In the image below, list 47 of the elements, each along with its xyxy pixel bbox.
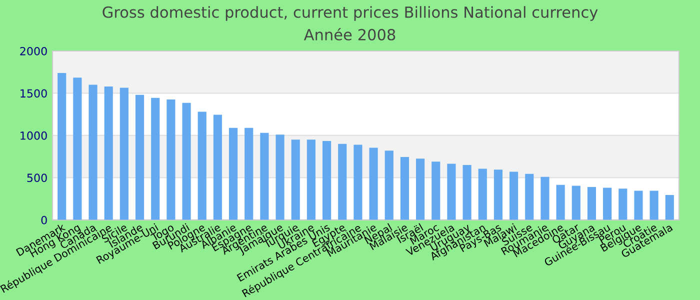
bar: [244, 128, 254, 220]
bar: [354, 144, 362, 220]
bar: [369, 148, 378, 220]
bar: [618, 188, 628, 220]
bar: [494, 170, 503, 220]
bar: [540, 176, 550, 220]
bar: [447, 164, 456, 220]
y-tick-label: 1500: [20, 89, 47, 98]
bar: [276, 134, 284, 220]
bar: [291, 140, 300, 220]
bar: [213, 114, 222, 220]
bar: [104, 86, 113, 220]
bar: [88, 84, 98, 220]
bar: [384, 150, 394, 220]
y-tick-label: 2000: [20, 46, 47, 56]
chart-subtitle: Année 2008: [304, 28, 396, 40]
bar: [228, 128, 238, 220]
bar: [587, 186, 596, 220]
bar: [166, 100, 176, 220]
bar: [73, 78, 82, 220]
bar: [151, 98, 160, 220]
bar: [432, 162, 440, 220]
bar: [306, 140, 316, 220]
bar: [665, 194, 674, 220]
bar: [416, 158, 425, 220]
bar: [572, 186, 580, 220]
bar: [198, 112, 206, 220]
bar: [322, 140, 332, 220]
chart-title: Gross domestic product, current prices Billions National currency: [102, 6, 598, 21]
bar: [260, 132, 269, 220]
bar: [634, 190, 643, 220]
y-tick-label: 1000: [20, 131, 47, 140]
bar: [120, 88, 128, 220]
bar: [650, 190, 658, 220]
bar: [556, 184, 565, 220]
bar: [135, 94, 144, 220]
y-tick-label: 0: [41, 216, 47, 224]
bar: [182, 102, 191, 220]
bar: [462, 165, 472, 220]
bar: [400, 156, 409, 220]
bar: [478, 168, 487, 220]
bar: [338, 144, 347, 220]
bar: [510, 172, 518, 220]
bar: [603, 188, 612, 220]
bar: [525, 174, 534, 220]
bar: [58, 72, 66, 220]
y-tick-label: 500: [27, 174, 47, 182]
